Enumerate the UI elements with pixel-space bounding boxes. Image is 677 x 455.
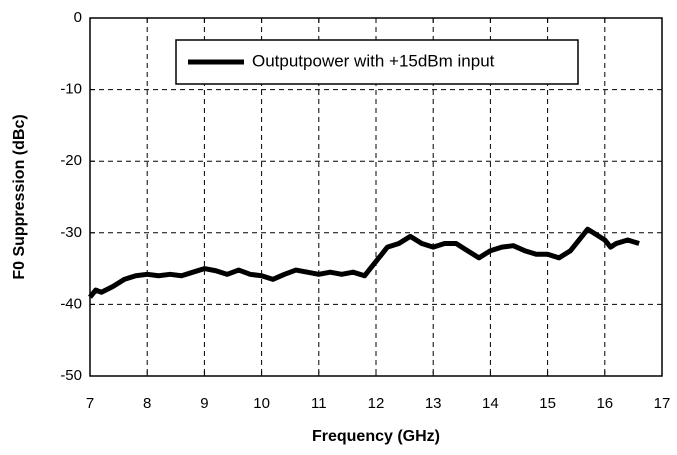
x-tick-label: 12 (368, 395, 385, 412)
x-tick-label: 15 (539, 395, 556, 412)
data-line (88, 226, 640, 299)
x-tick-label: 7 (86, 395, 94, 412)
y-tick-label: -10 (60, 81, 82, 98)
x-tick-label: 8 (143, 395, 151, 412)
y-tick-label: -40 (60, 295, 82, 312)
x-tick-label: 9 (200, 395, 208, 412)
y-tick-label: -30 (60, 224, 82, 241)
x-tick-label: 10 (253, 395, 270, 412)
y-tick-label: -20 (60, 152, 82, 169)
y-axis-title: F0 Suppression (dBc) (11, 114, 28, 279)
plot-frame (89, 17, 663, 377)
x-tick-label: 16 (596, 395, 613, 412)
y-tick-label: 0 (74, 9, 82, 26)
x-tick-label: 17 (654, 395, 671, 412)
x-tick-label: 14 (482, 395, 499, 412)
x-tick-label: 11 (311, 395, 327, 412)
y-tick-label: -50 (60, 367, 82, 384)
x-tick-label: 13 (425, 395, 442, 412)
legend-label: Outputpower with +15dBm input (252, 51, 495, 70)
x-axis-title: Frequency (GHz) (312, 428, 440, 445)
